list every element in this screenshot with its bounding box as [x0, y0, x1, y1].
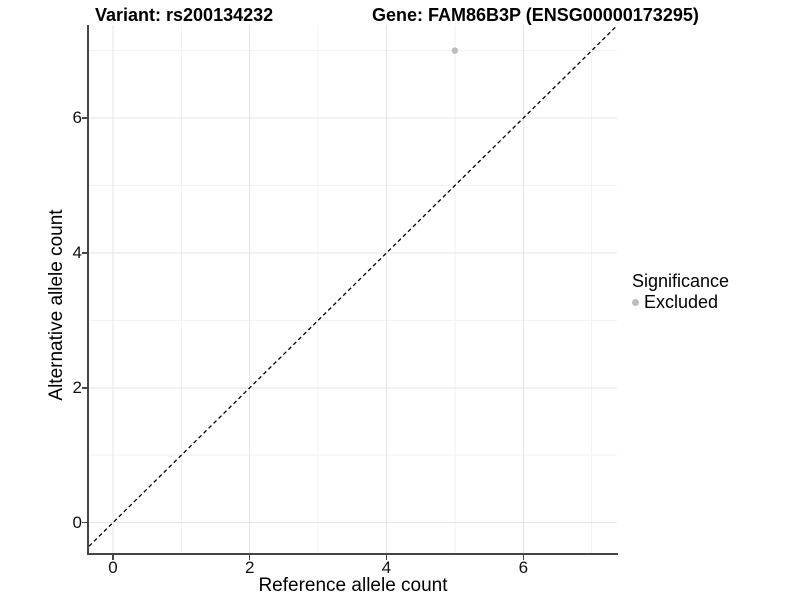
gene-title: Gene: FAM86B3P (ENSG00000173295) — [372, 5, 699, 25]
y-axis-line — [87, 25, 89, 555]
x-tick-label: 4 — [381, 558, 392, 577]
y-tick-label: 0 — [72, 512, 82, 532]
y-tick-mark — [82, 252, 87, 254]
legend-item-label: Excluded — [644, 292, 719, 312]
plot-area-svg — [89, 25, 617, 553]
legend-item-excluded: Excluded — [632, 292, 729, 312]
y-tick-label: 4 — [72, 242, 82, 262]
x-tick-label: 2 — [244, 558, 255, 577]
y-tick-mark — [82, 117, 87, 119]
data-point — [451, 47, 459, 54]
x-tick-label: 0 — [108, 558, 118, 577]
y-axis-title: Alternative allele count — [46, 209, 67, 401]
legend: Significance Excluded — [632, 271, 729, 312]
x-tick-mark — [112, 555, 114, 560]
identity-reference-line — [89, 25, 617, 547]
x-tick-mark — [385, 555, 388, 560]
x-tick-mark — [248, 555, 251, 560]
y-tick-label: 2 — [72, 377, 82, 397]
plot-panel — [89, 25, 617, 553]
legend-point-icon — [632, 298, 639, 306]
y-tick-label: 6 — [72, 108, 82, 128]
x-axis-title: Reference allele count — [258, 575, 448, 596]
x-tick-mark — [522, 555, 525, 560]
y-tick-mark — [82, 521, 87, 524]
x-tick-label: 6 — [518, 558, 529, 577]
variant-title: Variant: rs200134232 — [95, 5, 274, 25]
legend-title: Significance — [632, 271, 730, 291]
y-tick-mark — [82, 387, 87, 389]
x-axis-line — [87, 553, 618, 555]
